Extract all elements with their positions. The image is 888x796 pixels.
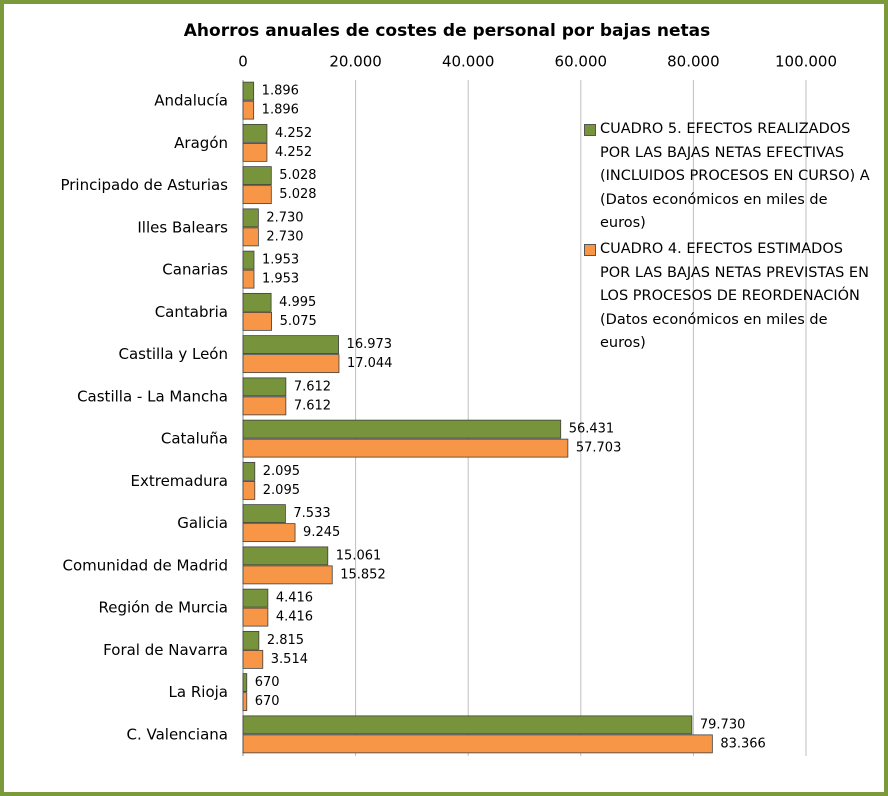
legend-entry: CUADRO 5. EFECTOS REALIZADOS POR LAS BAJ… (584, 118, 876, 236)
bar (242, 692, 248, 712)
x-tick-label: 60.000 (555, 53, 608, 71)
y-tick-label: C. Valenciana (126, 725, 228, 743)
y-tick-label: Canarias (162, 261, 228, 279)
data-label: 5.028 (279, 187, 316, 202)
data-label: 670 (255, 675, 280, 690)
data-label: 15.061 (336, 548, 382, 563)
y-tick-label: La Rioja (169, 683, 228, 701)
y-tick-label: Andalucía (154, 92, 228, 110)
bar (242, 81, 255, 101)
data-label: 9.245 (303, 525, 340, 540)
y-tick-label: Principado de Asturias (60, 176, 228, 194)
bar (242, 419, 562, 439)
bar (242, 588, 269, 608)
y-tick-label: Aragón (174, 134, 228, 152)
bar (242, 673, 248, 693)
data-label: 5.028 (279, 168, 316, 183)
data-label: 79.730 (700, 717, 746, 732)
data-label: 4.995 (279, 295, 316, 310)
y-tick-label: Castilla y León (119, 345, 228, 363)
bar (242, 523, 296, 543)
y-tick-label: Galicia (177, 514, 228, 532)
data-label: 4.416 (276, 591, 313, 606)
bar (242, 461, 256, 481)
bar (242, 227, 259, 247)
bar (242, 734, 713, 754)
bar (242, 438, 569, 458)
data-label: 2.730 (266, 210, 303, 225)
bar (242, 100, 255, 120)
data-label: 16.973 (347, 337, 393, 352)
legend-swatch (584, 124, 596, 136)
legend-label: CUADRO 4. EFECTOS ESTIMADOS POR LAS BAJA… (600, 241, 869, 351)
data-label: 2.815 (267, 633, 304, 648)
legend-label: CUADRO 5. EFECTOS REALIZADOS POR LAS BAJ… (600, 121, 870, 231)
legend-swatch (584, 244, 596, 256)
data-label: 4.252 (275, 145, 312, 160)
data-label: 1.896 (262, 103, 299, 118)
bar (242, 480, 256, 500)
y-tick-label: Illes Balears (137, 218, 228, 236)
bar (242, 607, 269, 627)
bar (242, 715, 693, 735)
bar (242, 185, 272, 205)
x-tick-label: 0 (238, 53, 248, 71)
y-tick-label: Cantabria (155, 303, 228, 321)
data-label: 1.953 (262, 253, 299, 268)
data-label: 4.252 (275, 126, 312, 141)
data-label: 1.953 (262, 272, 299, 287)
y-tick-label: Comunidad de Madrid (63, 556, 228, 574)
y-tick-label: Extremadura (131, 472, 229, 490)
bar (242, 269, 255, 289)
bar (242, 142, 268, 162)
bar (242, 630, 260, 650)
data-label: 2.730 (266, 229, 303, 244)
data-label: 17.044 (347, 356, 393, 371)
bar (242, 565, 333, 585)
data-label: 7.612 (294, 398, 331, 413)
y-tick-label: Cataluña (161, 430, 228, 448)
data-label: 670 (255, 694, 280, 709)
chart-title: Ahorros anuales de costes de personal po… (184, 21, 710, 41)
bar (242, 649, 264, 669)
data-label: 56.431 (569, 422, 615, 437)
data-label: 4.416 (276, 610, 313, 625)
x-tick-label: 80.000 (667, 53, 720, 71)
bar (242, 292, 272, 312)
bar (242, 354, 340, 374)
data-label: 57.703 (576, 441, 622, 456)
data-label: 3.514 (271, 652, 308, 667)
y-tick-label: Foral de Navarra (103, 641, 228, 659)
bar (242, 166, 272, 186)
y-tick-label: Región de Murcia (98, 599, 228, 617)
bar (242, 311, 272, 331)
y-tick-label: Castilla - La Mancha (77, 387, 228, 405)
bar (242, 377, 287, 397)
x-tick-label: 20.000 (329, 53, 382, 71)
data-label: 1.896 (262, 84, 299, 99)
bar (242, 250, 255, 270)
x-tick-label: 40.000 (442, 53, 495, 71)
data-label: 15.852 (340, 567, 386, 582)
bar (242, 504, 286, 524)
bar (242, 123, 268, 143)
data-label: 5.075 (280, 314, 317, 329)
data-label: 83.366 (720, 736, 766, 751)
data-label: 2.095 (263, 483, 300, 498)
data-label: 7.533 (293, 506, 330, 521)
x-tick-label: 100.000 (775, 53, 837, 71)
bar (242, 546, 329, 566)
bar (242, 396, 287, 416)
data-label: 7.612 (294, 379, 331, 394)
bar (242, 208, 259, 228)
bar (242, 335, 339, 355)
data-label: 2.095 (263, 464, 300, 479)
legend-entry: CUADRO 4. EFECTOS ESTIMADOS POR LAS BAJA… (584, 238, 876, 356)
